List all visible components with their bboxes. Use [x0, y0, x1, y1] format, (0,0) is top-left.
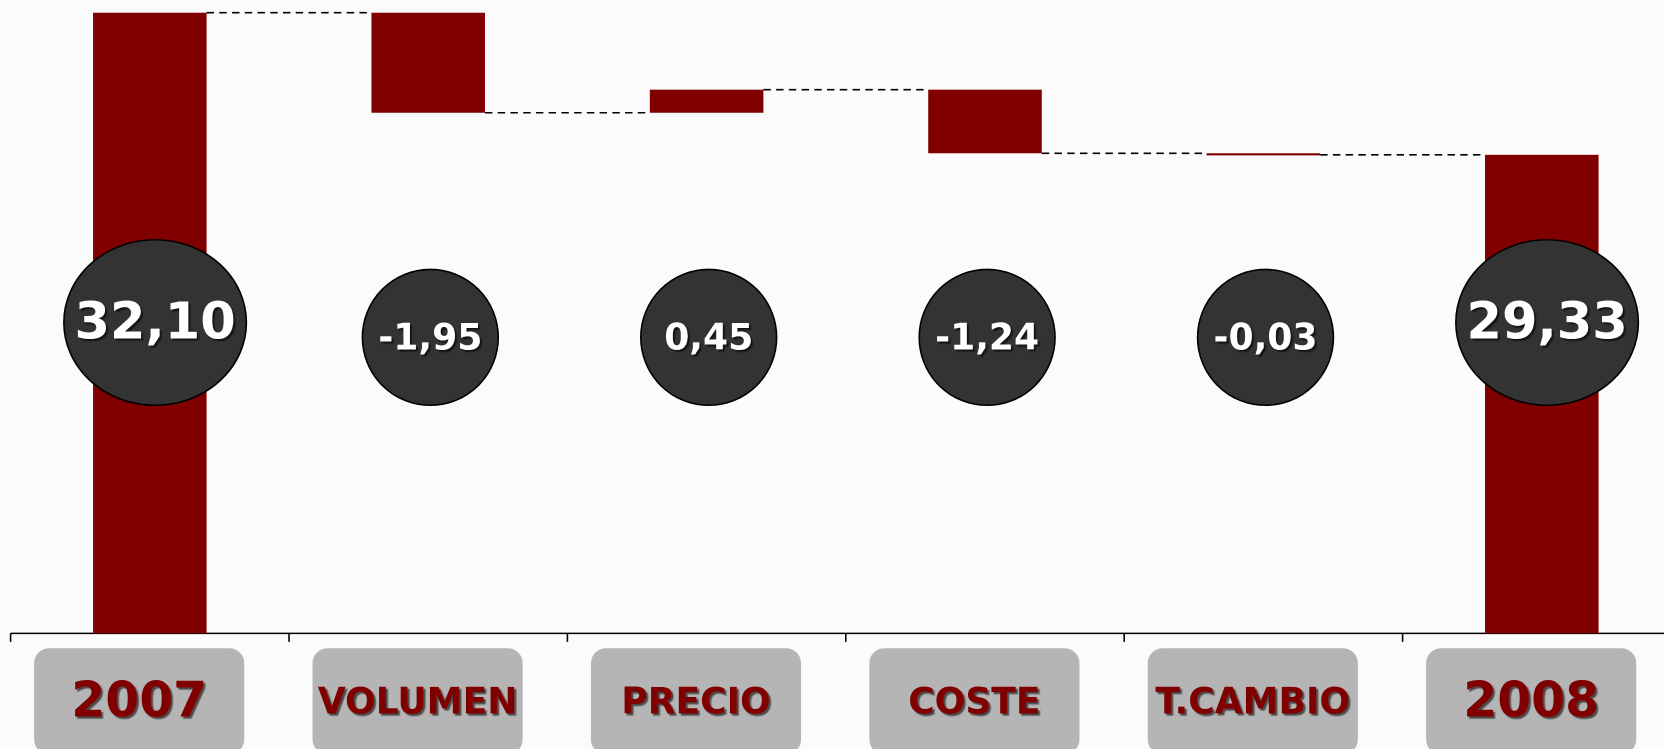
- category-box: [34, 648, 245, 749]
- value-label: -1,24: [935, 316, 1039, 358]
- value-label: -0,03: [1214, 316, 1318, 358]
- x-tick-label: 2007: [71, 671, 207, 728]
- bar: [1206, 153, 1321, 156]
- value-label: -1,95: [378, 316, 482, 358]
- x-tick-label: COSTE: [908, 680, 1040, 722]
- category-box: [312, 648, 523, 749]
- value-bubble: [1196, 268, 1335, 407]
- value-label: 32,10: [75, 293, 236, 352]
- x-tick-label: 2008: [1463, 671, 1599, 728]
- category-box: [869, 648, 1080, 749]
- value-bubble: [918, 268, 1056, 407]
- x-tick-label: T.CAMBIO: [1155, 680, 1350, 722]
- category-box: [1426, 648, 1637, 749]
- value-bubble: [1455, 238, 1640, 407]
- bar: [928, 89, 1042, 154]
- category-box: [1147, 648, 1358, 749]
- bar: [649, 89, 764, 113]
- bar: [371, 12, 485, 113]
- category-box: [590, 648, 802, 749]
- value-bubble: [640, 268, 778, 407]
- value-label: 29,33: [1467, 293, 1628, 352]
- value-label: 0,45: [664, 316, 753, 358]
- x-tick-label: PRECIO: [621, 680, 770, 722]
- x-tick-label: VOLUMEN: [318, 680, 518, 722]
- value-bubble: [361, 268, 500, 407]
- value-bubble: [63, 238, 248, 407]
